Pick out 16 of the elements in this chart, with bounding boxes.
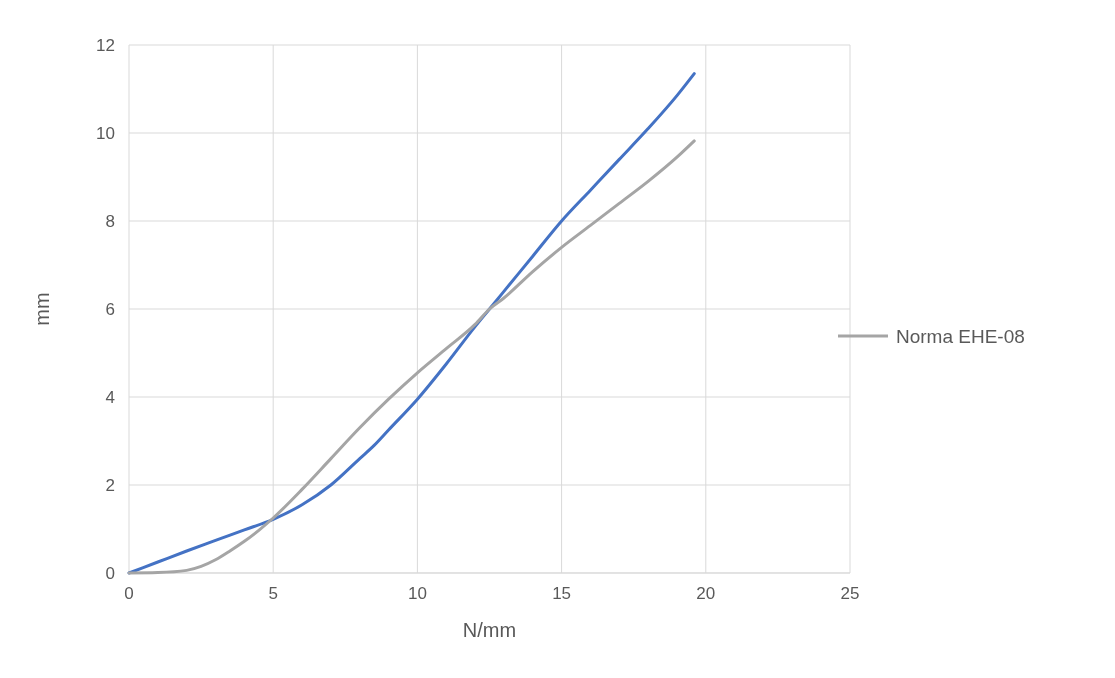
x-tick-label: 20: [696, 584, 716, 603]
x-tick-label: 10: [407, 584, 427, 603]
y-tick-label: 10: [96, 124, 115, 143]
y-tick-label: 12: [96, 36, 115, 55]
x-tick-label: 0: [124, 584, 134, 603]
y-tick-label: 6: [105, 300, 115, 319]
y-tick-label: 0: [105, 564, 115, 583]
y-tick-label: 8: [105, 212, 115, 231]
legend-label: Norma EHE-08: [896, 326, 1025, 347]
x-tick-label: 25: [840, 584, 860, 603]
x-tick-label: 5: [268, 584, 278, 603]
x-tick-label: 15: [552, 584, 572, 603]
y-tick-label: 2: [105, 476, 115, 495]
x-axis-title: N/mm: [462, 619, 517, 641]
y-axis-title: mm: [31, 292, 53, 326]
y-tick-label: 4: [105, 388, 115, 407]
